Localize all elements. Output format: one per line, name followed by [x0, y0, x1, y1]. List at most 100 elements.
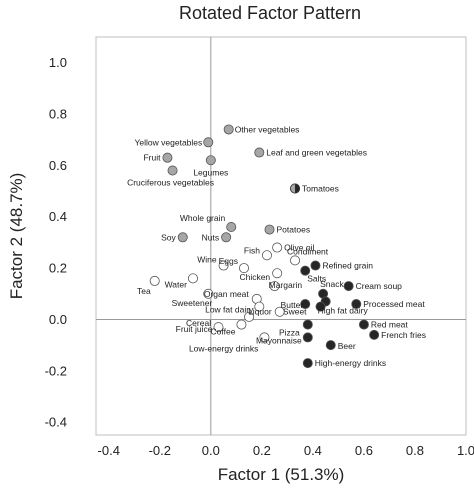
point-label-high-energy-drinks: High-energy drinks: [315, 358, 386, 368]
point-label-cream-soup: Cream soup: [356, 281, 403, 291]
point-label-liquor: Liquor: [248, 307, 272, 317]
point-label-pizza: Pizza: [279, 328, 300, 338]
point-cream-soup: [343, 281, 354, 292]
point-label-leaf-and-green-vegetables: Leaf and green vegetables: [266, 148, 367, 158]
y-tick-label: -0.2: [45, 363, 67, 378]
point-fruit-juice: [213, 322, 224, 333]
point-label-legumes: Legumes: [193, 167, 228, 177]
point-margarin: [269, 281, 280, 292]
point-label-nuts: Nuts: [202, 232, 219, 242]
point-beer: [325, 340, 336, 351]
point-label-sweetener: Sweetener: [172, 298, 213, 308]
point-label-red-meat: Red meat: [371, 320, 408, 330]
point-red-meat: [358, 319, 369, 330]
x-tick-label: 0.4: [304, 443, 322, 458]
point-label-fish: Fish: [244, 245, 260, 255]
point-eggs: [238, 263, 249, 274]
point-label-wine: Wine: [197, 255, 217, 265]
y-tick-label: 1.0: [49, 55, 67, 70]
plot-area-frame: [95, 36, 467, 436]
point-chicken: [272, 268, 283, 279]
point-labels: Other vegetables Yellow vegetables Leaf an…: [127, 124, 426, 368]
point-high-energy-drinks: [302, 358, 313, 369]
x-tick-label: -0.4: [98, 443, 120, 458]
y-tick-label: 0.8: [49, 107, 67, 122]
point-label-fruit-juice: Fruit juice: [176, 324, 213, 334]
point-processed-meat: [351, 299, 362, 310]
point-label-tea: Tea: [137, 286, 151, 296]
point-cereal: [244, 311, 255, 322]
point-label-organ-meat: Organ meat: [204, 289, 250, 299]
y-tick-label: 0.6: [49, 158, 67, 173]
point-olive-oil: [272, 242, 283, 253]
point-butter: [300, 299, 311, 310]
point-label-snack: Snack: [320, 279, 344, 289]
y-axis-title: Factor 2 (48.7%): [7, 173, 26, 300]
point-legumes: [205, 155, 216, 166]
point-label-french-fries: French fries: [381, 330, 426, 340]
point-pizza: [302, 319, 313, 330]
point-label-whole-grain: Whole grain: [180, 213, 226, 223]
x-tick-label: 0.2: [253, 443, 271, 458]
x-axis-title: Factor 1 (51.3%): [218, 465, 345, 484]
point-label-refined-grain: Refined grain: [322, 261, 373, 271]
point-salts: [300, 265, 311, 276]
x-tick-label: 1.0: [457, 443, 474, 458]
point-label-chicken: Chicken: [239, 272, 270, 282]
point-label-soy: Soy: [161, 232, 176, 242]
point-label-water: Water: [165, 279, 188, 289]
point-soy: [177, 232, 188, 243]
point-label-processed-meat: Processed meat: [363, 299, 425, 309]
point-fruit: [162, 152, 173, 163]
data-points: [149, 124, 380, 369]
point-coffee: [236, 319, 247, 330]
x-tick-label: 0.0: [202, 443, 220, 458]
point-mayonnaise: [302, 332, 313, 343]
point-low-energy-drinks: [259, 332, 270, 343]
point-liquor: [274, 306, 285, 317]
tick-labels: -0.4 -0.2 0.0 0.2 0.4 0.6 0.8 1.0 1.0 0.8 0.6 0.4 0.…: [45, 55, 474, 458]
point-cruciferous-vegetables: [167, 165, 178, 176]
x-tick-label: 0.6: [355, 443, 373, 458]
point-label-coffee: Coffee: [211, 327, 236, 337]
point-label-potatoes: Potatoes: [277, 225, 311, 235]
point-label-low-energy-drinks: Low-energy drinks: [189, 343, 258, 353]
point-label-beer: Beer: [338, 341, 356, 351]
chart-title: Rotated Factor Pattern: [179, 3, 361, 23]
point-label-cruciferous-vegetables: Cruciferous vegetables: [127, 178, 214, 188]
point-label-tomatoes: Tomatoes: [302, 183, 339, 193]
point-label-butter: Butter: [281, 300, 304, 310]
point-label-cereal: Cereal: [186, 318, 211, 328]
point-label-sweet: Sweet: [283, 307, 307, 317]
x-tick-label: -0.2: [149, 443, 171, 458]
y-tick-label: -0.4: [45, 415, 67, 430]
y-tick-label: 0.4: [49, 209, 67, 224]
point-label-high-fat-dairy: High fat dairy: [318, 305, 369, 315]
x-tick-label: 0.8: [406, 443, 424, 458]
point-label-yellow-vegetables: Yellow vegetables: [135, 137, 203, 147]
point-label-salts: Salts: [307, 274, 326, 284]
point-nuts: [221, 232, 232, 243]
point-other-vegetables: [223, 124, 234, 135]
point-wine: [218, 260, 229, 271]
point-fish: [261, 250, 272, 261]
y-tick-label: 0.2: [49, 261, 67, 276]
point-whole-grain: [226, 222, 237, 233]
point-refined-grain: [310, 260, 321, 271]
point-sweetener: [203, 288, 214, 299]
y-tick-label: 0.0: [49, 312, 67, 327]
point-label-fruit: Fruit: [143, 153, 161, 163]
point-label-eggs: Eggs: [219, 256, 238, 266]
point-label-low-fat-dairy: Low fat dairy: [205, 305, 254, 315]
point-label-other-vegetables: Other vegetables: [235, 124, 300, 134]
point-tomatoes: [290, 183, 301, 194]
reference-lines: [96, 37, 466, 435]
point-low-fat-dairy: [254, 301, 265, 312]
point-label-mayonnaise: Mayonnaise: [256, 335, 302, 345]
point-label-margarin: Margarin: [269, 280, 303, 290]
point-french-fries: [369, 329, 380, 340]
point-sweet: [315, 301, 326, 312]
point-leaf-and-green-vegetables: [254, 147, 265, 158]
